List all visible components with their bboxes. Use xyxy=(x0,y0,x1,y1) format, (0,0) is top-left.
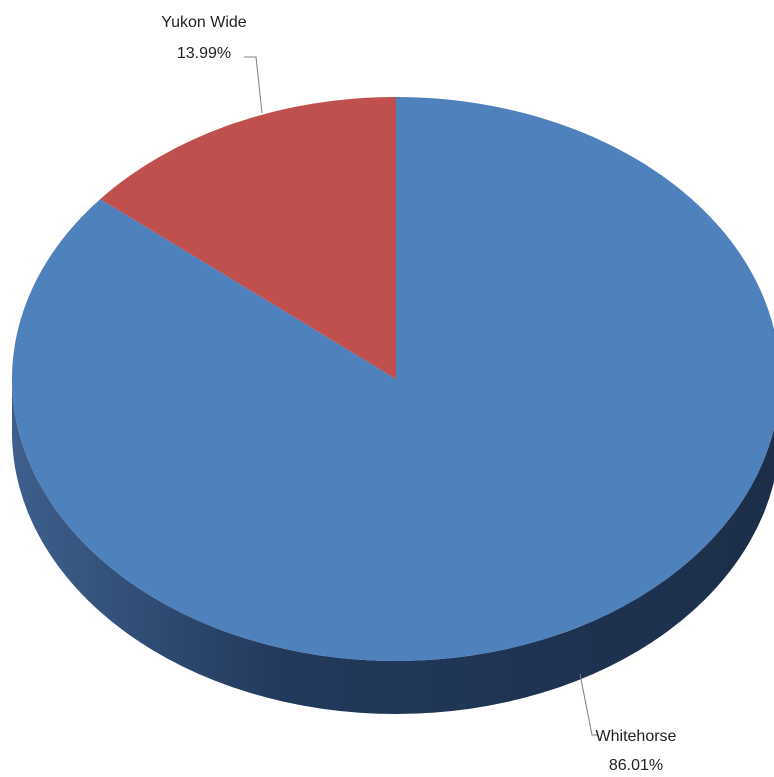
pie-slice-yukon-wide[interactable] xyxy=(100,97,396,379)
leader-line-whitehorse xyxy=(579,673,598,736)
slice-label-yukon-wide: Yukon Wide xyxy=(161,14,246,31)
pie-side-wall xyxy=(12,379,774,714)
slice-label-whitehorse: Whitehorse xyxy=(596,728,677,745)
leader-line-yukon-wide xyxy=(244,56,263,114)
slice-value-whitehorse: 86.01% xyxy=(609,757,663,774)
pie-slice-whitehorse[interactable] xyxy=(12,97,774,661)
slice-value-yukon-wide: 13.99% xyxy=(177,45,231,62)
